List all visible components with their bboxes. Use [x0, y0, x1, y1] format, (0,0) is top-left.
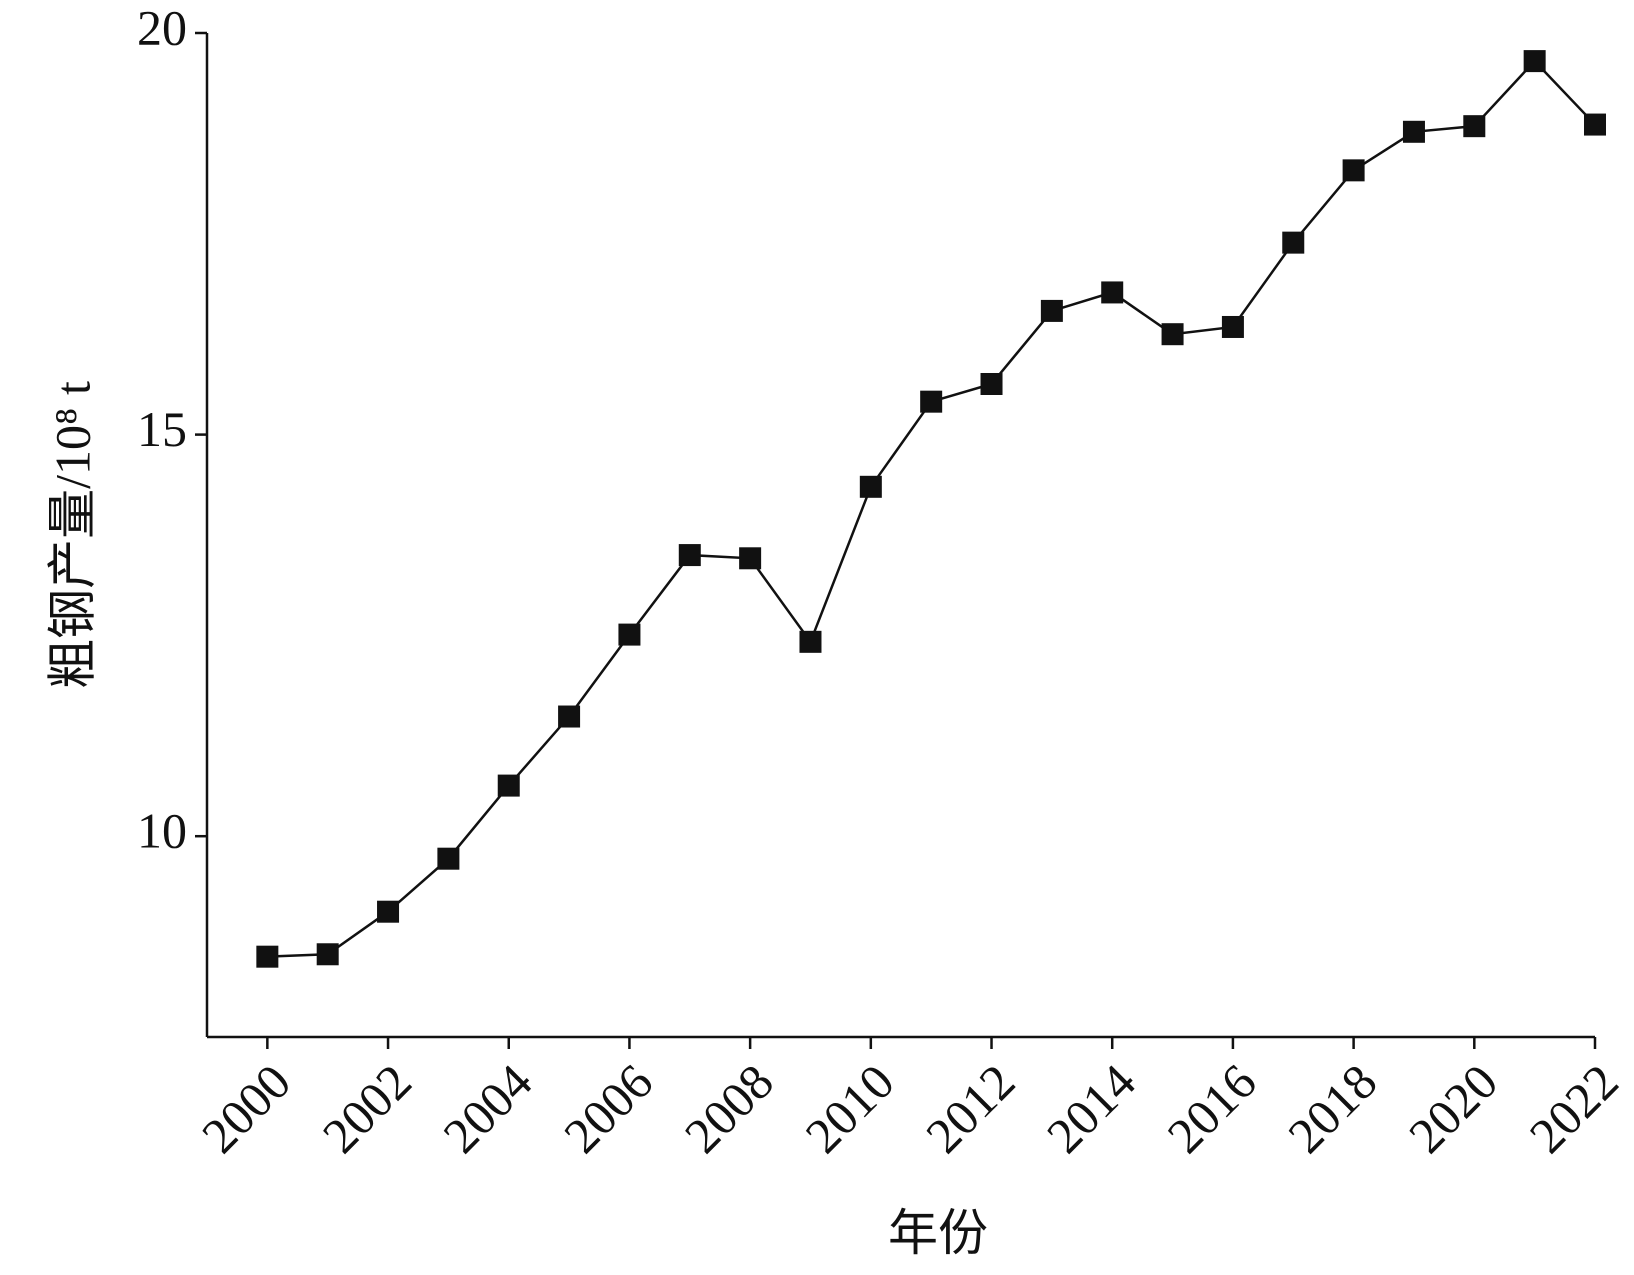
marker [980, 372, 1003, 395]
x-tick-label: 2002 [312, 1053, 422, 1163]
y-tick-label: 10 [137, 803, 187, 859]
marker [497, 774, 520, 797]
marker [1463, 115, 1486, 138]
x-tick-label: 2008 [674, 1053, 784, 1163]
marker [739, 547, 762, 570]
marker [316, 943, 339, 966]
marker [799, 630, 822, 653]
marker [377, 900, 400, 923]
x-axis-label: 年份 [888, 1205, 988, 1261]
x-tick-label: 2016 [1156, 1053, 1266, 1163]
marker [437, 847, 460, 870]
marker [920, 390, 943, 413]
marker [1040, 299, 1063, 322]
x-tick-label: 2020 [1398, 1053, 1508, 1163]
marker [256, 945, 279, 968]
marker [618, 623, 641, 646]
marker [859, 475, 882, 498]
y-axis-label: 粗钢产量/10⁸ t [44, 381, 100, 689]
x-tick-label: 2000 [191, 1053, 301, 1163]
x-tick-label: 2022 [1519, 1053, 1629, 1163]
marker [1402, 120, 1425, 143]
x-tick-label: 2014 [1036, 1053, 1146, 1163]
marker [558, 705, 581, 728]
marker [1221, 315, 1244, 338]
x-tick-label: 2006 [553, 1053, 663, 1163]
marker [678, 544, 701, 567]
marker [1282, 231, 1305, 254]
x-tick-label: 2012 [915, 1053, 1025, 1163]
y-tick-label: 15 [137, 401, 187, 457]
marker [1523, 50, 1546, 73]
marker [1342, 159, 1365, 182]
marker [1584, 113, 1606, 136]
x-tick-label: 2018 [1277, 1053, 1387, 1163]
line [267, 59, 1596, 958]
y-tick-label: 20 [137, 0, 187, 55]
x-tick-label: 2010 [794, 1053, 904, 1163]
marker [1101, 281, 1124, 304]
x-tick-label: 2004 [432, 1053, 542, 1163]
marker [1161, 323, 1184, 346]
